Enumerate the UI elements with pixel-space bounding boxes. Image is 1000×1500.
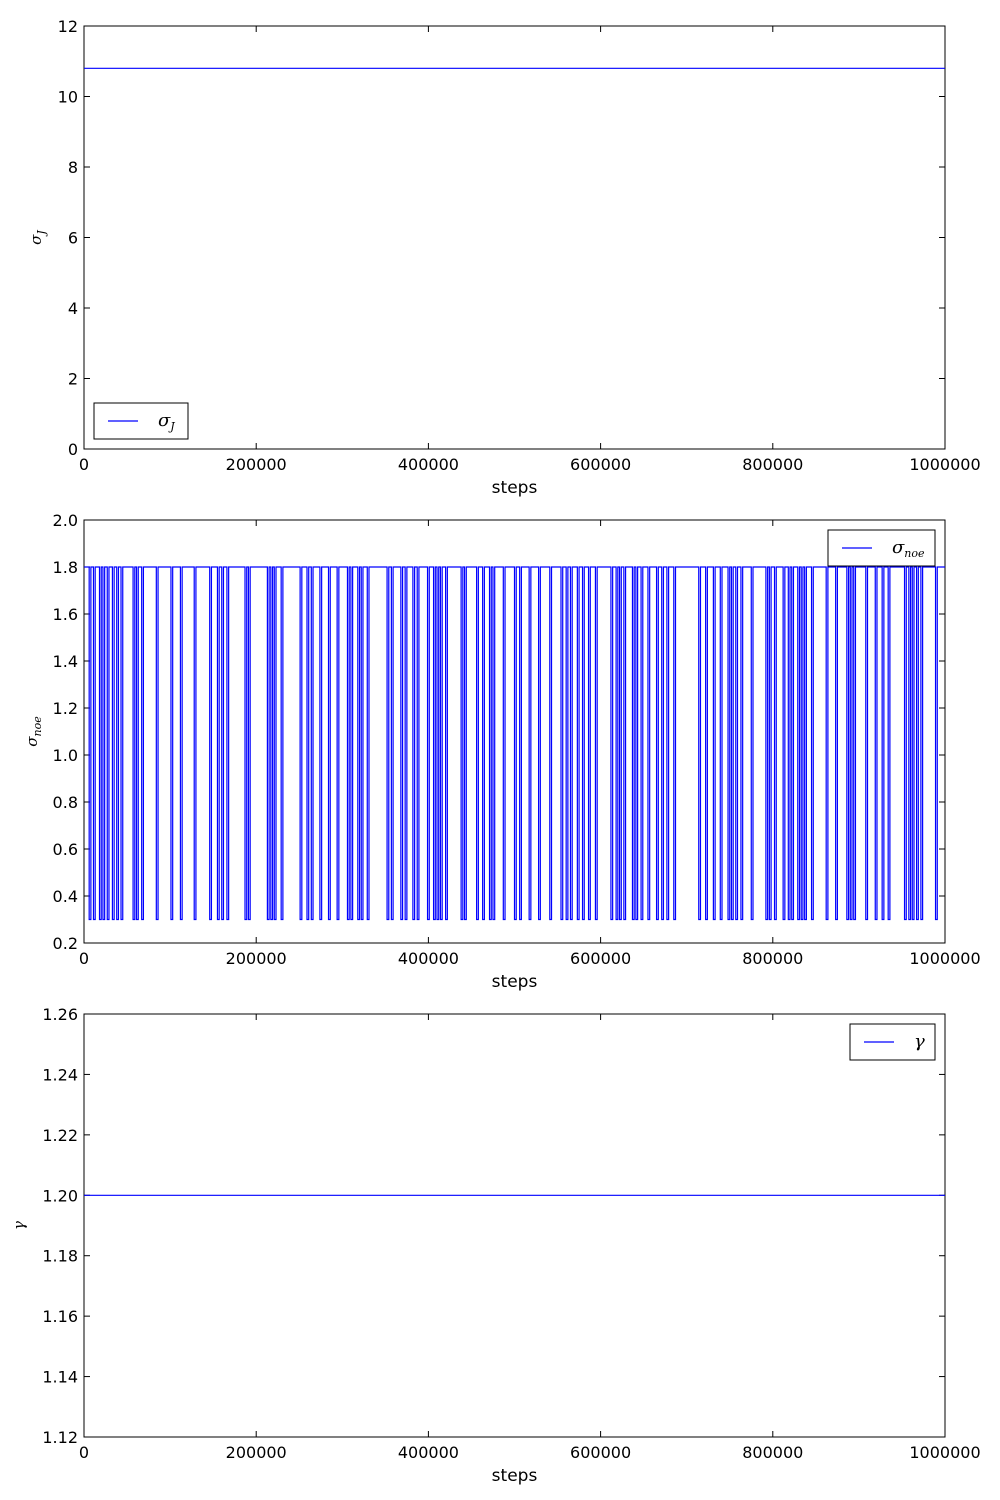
y-tick-label: 1.12 — [42, 1428, 78, 1447]
y-axis-label: σnoe — [23, 716, 44, 747]
x-axis-label: steps — [492, 972, 538, 992]
x-tick-label: 800000 — [742, 1443, 803, 1462]
x-tick-label: 0 — [79, 455, 89, 474]
x-tick-label: 800000 — [742, 455, 803, 474]
legend-label: σJ — [158, 410, 175, 433]
y-tick-label: 0.8 — [53, 793, 78, 812]
series-line — [84, 566, 945, 921]
y-tick-label: 0.4 — [53, 887, 78, 906]
y-tick-label: 1.8 — [53, 558, 78, 577]
x-tick-label: 600000 — [570, 455, 631, 474]
x-tick-label: 800000 — [742, 949, 803, 968]
legend-label: γ — [914, 1031, 925, 1052]
legend-box — [93, 402, 189, 440]
legend-label: σnoe — [892, 537, 925, 560]
legend: σnoe — [827, 529, 936, 567]
chart-panel-3: 0 200000 400000 600000 800000 1000000 1.12 1.14… — [10, 1005, 981, 1486]
y-axis-label-main: σ — [23, 736, 41, 747]
x-tick-label: 200000 — [226, 1443, 287, 1462]
y-tick-label: 1.24 — [42, 1065, 78, 1084]
y-tick-label: 1.22 — [42, 1126, 78, 1145]
x-axis-label: steps — [492, 1466, 538, 1486]
x-tick-label: 1000000 — [909, 455, 980, 474]
x-tick-label: 1000000 — [909, 949, 980, 968]
y-axis-label-main: γ — [10, 1221, 28, 1230]
y-tick-label: 1.26 — [42, 1005, 78, 1024]
x-tick-label: 200000 — [226, 949, 287, 968]
y-tick-label: 0.6 — [53, 840, 78, 859]
y-axis-label-sub: noe — [31, 716, 44, 737]
y-tick-label: 12 — [58, 17, 78, 36]
legend-label-main: σ — [892, 537, 905, 558]
x-axis-label: steps — [492, 478, 538, 498]
x-tick-label: 600000 — [570, 949, 631, 968]
y-tick-label: 0.2 — [53, 934, 78, 953]
y-axis-label: γ — [10, 1221, 28, 1230]
y-tick-label: 4 — [68, 299, 78, 318]
y-axis-label-main: σ — [27, 234, 45, 245]
y-tick-label: 1.0 — [53, 746, 78, 765]
y-tick-label: 10 — [58, 88, 78, 107]
y-tick-label: 6 — [68, 229, 78, 248]
y-tick-label: 0 — [68, 440, 78, 459]
plot-frame — [83, 1013, 946, 1438]
legend: γ — [849, 1023, 936, 1061]
y-tick-label: 1.20 — [42, 1186, 78, 1205]
plot-frame — [83, 25, 946, 450]
x-tick-label: 400000 — [398, 1443, 459, 1462]
y-tick-label: 1.16 — [42, 1307, 78, 1326]
chart-panel-2: 0 200000 400000 600000 800000 1000000 0.2 0.4 0.… — [23, 511, 981, 992]
x-tick-label: 1000000 — [909, 1443, 980, 1462]
y-tick-label: 1.4 — [53, 652, 78, 671]
y-tick-label: 1.18 — [42, 1247, 78, 1266]
legend: σJ — [93, 402, 189, 440]
y-tick-label: 2.0 — [53, 511, 78, 530]
legend-label-main: γ — [914, 1031, 925, 1052]
x-tick-label: 200000 — [226, 455, 287, 474]
y-axis-label: σJ — [27, 230, 48, 245]
y-tick-label: 1.2 — [53, 699, 78, 718]
x-tick-label: 400000 — [398, 949, 459, 968]
y-tick-label: 1.6 — [53, 605, 78, 624]
y-axis-label-sub: J — [35, 230, 48, 237]
legend-label-sub: noe — [904, 547, 925, 560]
y-tick-label: 2 — [68, 370, 78, 389]
x-tick-label: 600000 — [570, 1443, 631, 1462]
x-tick-label: 0 — [79, 1443, 89, 1462]
y-tick-label: 1.14 — [42, 1368, 78, 1387]
x-tick-label: 0 — [79, 949, 89, 968]
chart-panel-1: 0 200000 400000 600000 800000 1000000 0 2 4 6 8 10 1… — [27, 17, 981, 498]
legend-label-main: σ — [158, 410, 171, 431]
y-tick-label: 8 — [68, 158, 78, 177]
legend-label-sub: J — [168, 420, 175, 433]
x-tick-label: 400000 — [398, 455, 459, 474]
